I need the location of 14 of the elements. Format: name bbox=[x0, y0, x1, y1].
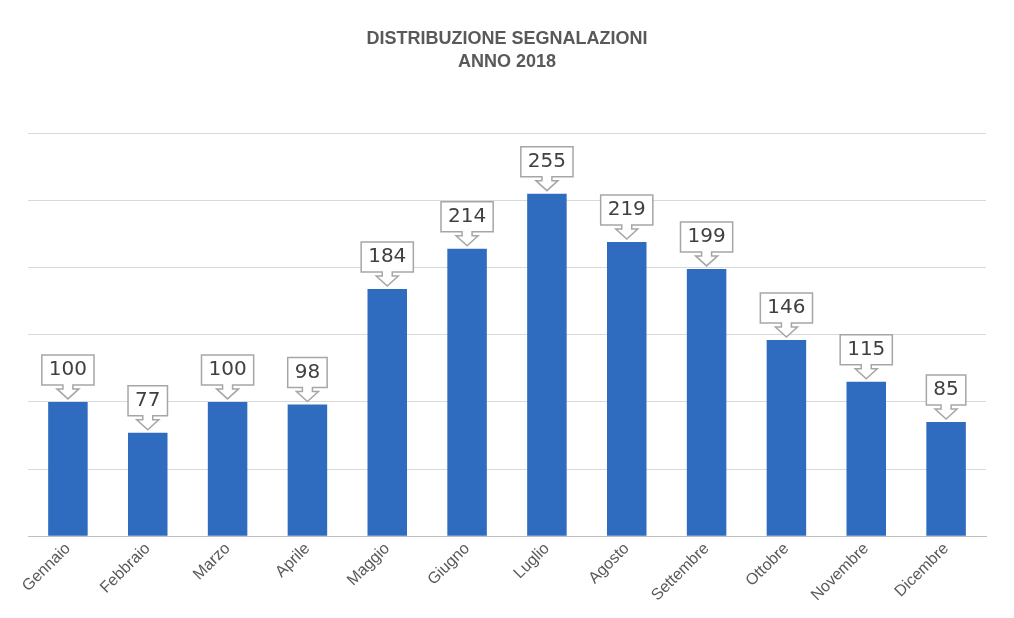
chart-subtitle: ANNO 2018 bbox=[457, 51, 557, 72]
data-label: 115 bbox=[847, 335, 886, 360]
data-label: 77 bbox=[135, 386, 161, 411]
data-label: 100 bbox=[208, 356, 247, 381]
data-label: 98 bbox=[294, 358, 321, 383]
data-label: 146 bbox=[767, 294, 806, 319]
chart-title: DISTRIBUZIONE SEGNALAZIONI bbox=[366, 27, 648, 48]
data-label: 85 bbox=[933, 376, 959, 401]
data-label: 100 bbox=[48, 356, 88, 381]
data-label: 255 bbox=[527, 147, 567, 172]
data-label: 199 bbox=[687, 223, 726, 248]
data-label: 184 bbox=[368, 243, 407, 268]
data-label: 219 bbox=[607, 196, 646, 221]
data-label: 214 bbox=[447, 202, 487, 227]
